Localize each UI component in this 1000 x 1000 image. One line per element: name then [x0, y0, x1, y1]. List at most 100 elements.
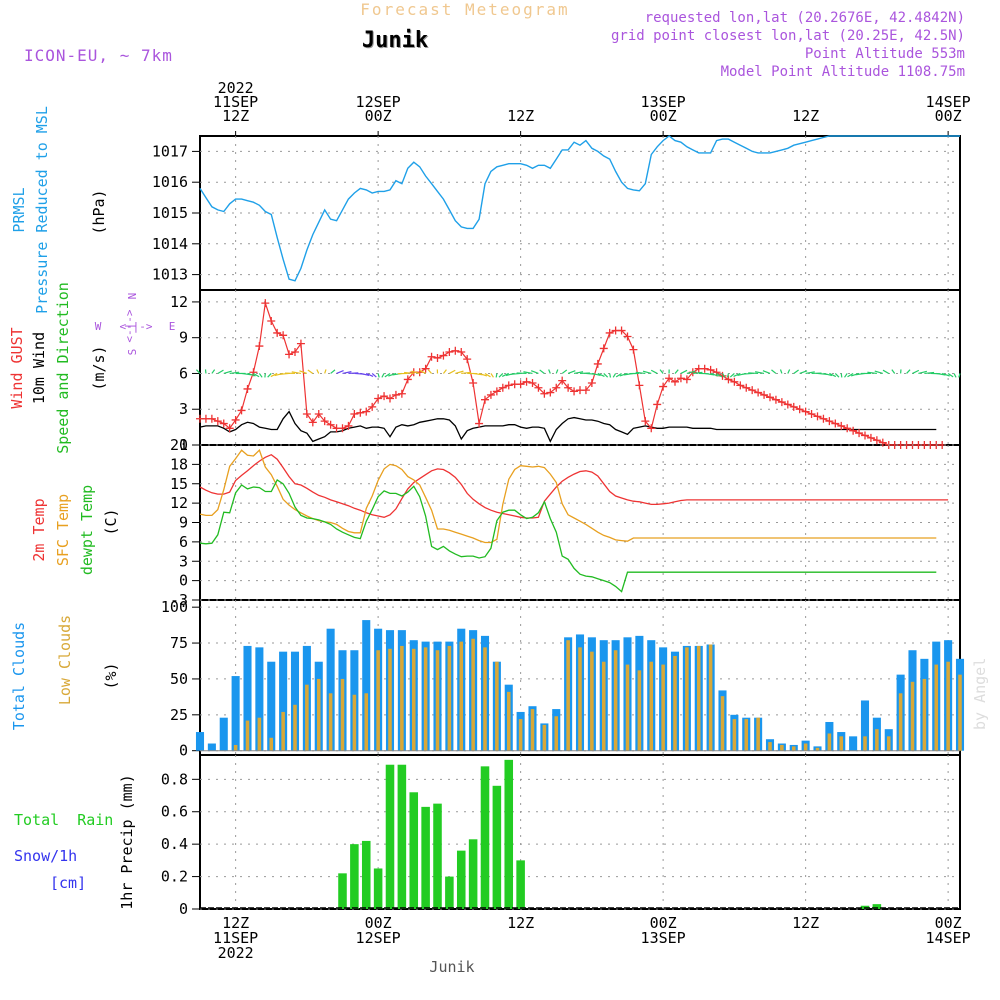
rain-bar [397, 764, 407, 909]
gust-marker [362, 407, 371, 416]
total-cloud-bar [326, 628, 335, 751]
gust-marker [273, 328, 282, 337]
gust-marker [825, 417, 834, 426]
low-cloud-bar [281, 711, 285, 751]
gust-marker [296, 339, 305, 348]
bottom-time-label: 2022 [218, 944, 254, 962]
wind-unit: (m/s) [90, 345, 108, 390]
wind-barb [478, 372, 488, 377]
grid-point-coords: grid point closest lon,lat (20.25E, 42.5… [611, 28, 965, 44]
wind-barb [258, 373, 263, 378]
gust-marker [647, 424, 656, 433]
total-cloud-bar [267, 661, 276, 751]
low-cloud-bar [720, 696, 725, 751]
compass-s: S [126, 349, 139, 356]
gust-marker [320, 417, 329, 426]
wind-barb [754, 371, 765, 375]
wind-barb [455, 370, 464, 375]
gust-marker [255, 342, 264, 351]
gust-marker [617, 326, 626, 335]
top-time-label: 00Z [365, 107, 392, 125]
y-tick-label: 9 [179, 514, 188, 532]
y-tick-label: 1017 [152, 142, 188, 160]
gust-marker [599, 344, 608, 353]
y-tick-label: 50 [170, 670, 188, 688]
low-cloud-bar [388, 648, 392, 751]
low-cloud-bar [483, 647, 487, 751]
low-cloud-bar [233, 744, 238, 751]
gust-marker [558, 376, 567, 385]
wind-barb [659, 369, 664, 374]
model-label: ICON-EU, ~ 7km [24, 46, 173, 65]
top-time-label: 11SEP [213, 93, 258, 111]
gust-marker [635, 381, 644, 390]
low-cloud-bar [340, 678, 345, 751]
gust-marker [302, 410, 311, 418]
gust-marker [285, 350, 294, 359]
wind-barb [299, 370, 308, 375]
low-cloud-bar [245, 720, 250, 751]
gust-marker [243, 384, 252, 393]
low-cloud-bar [934, 664, 939, 751]
gust-marker [754, 388, 763, 397]
model-altitude: Model Point Altitude 1108.75m [721, 64, 965, 80]
wind-barb [449, 369, 456, 374]
wind-barb [342, 371, 352, 375]
wind-barb [674, 369, 679, 374]
low-clouds-label: Low Clouds [56, 615, 74, 705]
snow-unit-label: [cm] [50, 874, 86, 892]
gust-marker [397, 389, 406, 398]
gust-marker [671, 377, 679, 386]
y-tick-label: 0.8 [161, 770, 188, 788]
compass-arrow-v: <-|-> [123, 309, 136, 342]
wind-barb [762, 370, 771, 375]
gust-marker [771, 395, 780, 404]
y-tick-label: 0 [179, 900, 188, 918]
gust-marker [481, 395, 489, 404]
y-tick-label: 0.6 [161, 803, 188, 821]
credit: by Angel [971, 658, 989, 730]
low-cloud-bar [815, 747, 820, 751]
wind-barb [799, 370, 808, 375]
wind-barb [805, 371, 815, 375]
pressure-unit: (hPa) [90, 189, 108, 234]
wind-barb [330, 369, 336, 374]
wind-barb [874, 370, 883, 375]
wind-barb [371, 373, 377, 378]
wind-barb [442, 369, 447, 374]
rain-bar [409, 792, 419, 909]
low-cloud-bar [780, 744, 784, 751]
wind-barb [501, 372, 510, 378]
wind-barb [840, 373, 843, 378]
low-cloud-bar [685, 647, 689, 751]
compass-n: N [126, 293, 139, 300]
total-clouds-label: Total Clouds [10, 622, 28, 730]
gust-marker [581, 386, 590, 395]
gust-marker [403, 375, 412, 384]
location-title: Junik [362, 28, 428, 53]
low-cloud-bar [578, 647, 582, 751]
rain-bar [480, 766, 490, 909]
low-cloud-bar [839, 736, 844, 751]
wind-barb [427, 369, 433, 374]
total-cloud-bar [279, 651, 288, 751]
top-time-label: 2022 [218, 79, 254, 97]
compass-e: E [169, 320, 176, 333]
gust-marker [641, 417, 650, 426]
total-cloud-bar [231, 676, 240, 751]
low-cloud-bar [601, 661, 606, 751]
rain-bar [350, 844, 359, 909]
wind-barb [650, 369, 658, 374]
low-cloud-bar [423, 647, 428, 751]
pressure-label-prmsl: PRMSL [10, 187, 28, 232]
wind-dir-label: Speed and Direction [54, 282, 72, 454]
y-tick-label: 3 [179, 552, 188, 570]
total-rain-label: Total Rain [14, 811, 113, 829]
low-cloud-bar [922, 678, 927, 751]
bottom-time-label: 12Z [792, 914, 819, 932]
temp-unit: (C) [102, 508, 120, 535]
wind-barb [847, 372, 854, 378]
wind-barb [490, 373, 494, 378]
wind-barb [748, 372, 759, 375]
rain-bar [361, 840, 371, 909]
